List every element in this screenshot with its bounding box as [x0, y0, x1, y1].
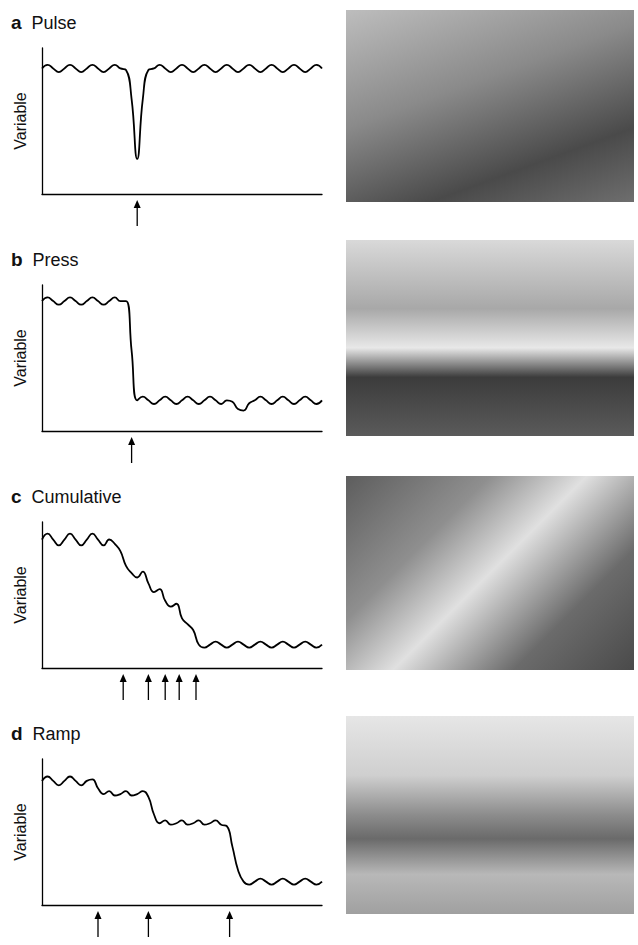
svg-text:Press: Press	[23, 250, 79, 270]
svg-text:c: c	[11, 486, 22, 507]
svg-text:Variable: Variable	[12, 803, 29, 861]
svg-text:Ramp: Ramp	[23, 724, 81, 744]
svg-text:Variable: Variable	[12, 92, 29, 150]
svg-text:Variable: Variable	[12, 566, 29, 624]
svg-text:b: b	[11, 249, 23, 270]
svg-text:Cumulative: Cumulative	[22, 487, 122, 507]
svg-text:Variable: Variable	[12, 329, 29, 387]
svg-text:Pulse: Pulse	[22, 13, 77, 33]
svg-text:d: d	[11, 723, 23, 744]
svg-text:a: a	[11, 12, 22, 33]
